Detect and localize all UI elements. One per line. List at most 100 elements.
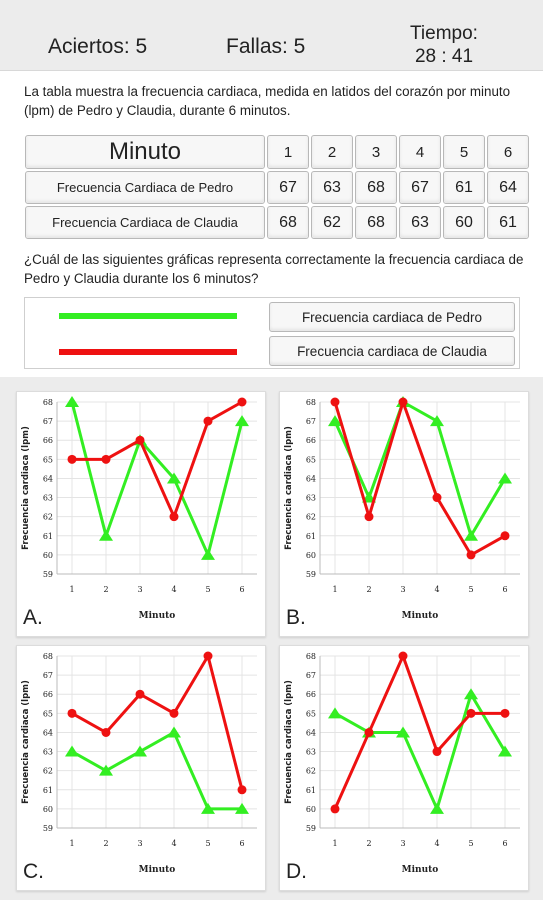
value-cell: 64 [487,171,529,204]
option-b-card[interactable]: 59 60 61 62 63 64 65 66 67 68 1 2 3 4 5 6 Minuto Frecuenc… [279,391,529,637]
y-axis-label: Frecuencia cardiaca (lpm) [284,426,294,550]
data-point [430,415,444,427]
y-axis-label: Frecuencia cardiaca (lpm) [21,680,31,804]
data-point [203,651,213,661]
y-tick-label: 62 [43,767,53,776]
series-line [333,654,505,810]
value-cell: 67 [399,171,441,204]
x-tick-label: 2 [103,585,108,594]
value-cell: 61 [443,171,485,204]
option-letter: D. [286,860,307,883]
series-line [70,401,244,557]
x-tick-label: 1 [332,585,337,594]
x-tick-label: 4 [171,585,176,594]
y-tick-label: 66 [306,436,316,445]
x-tick-label: 1 [69,585,74,594]
y-tick-label: 67 [306,417,316,426]
value-cell: 63 [399,206,441,239]
y-tick-label: 65 [43,455,53,464]
x-tick-label: 1 [332,839,337,848]
value-cell: 67 [267,171,309,204]
x-tick-label: 5 [468,585,473,594]
data-point [169,512,179,522]
option-c-card[interactable]: 59 60 61 62 63 64 65 66 67 68 1 2 3 4 5 6 Minuto Frecuenc… [16,645,266,891]
data-point [167,472,181,484]
value-cell: 60 [443,206,485,239]
table-row-claudia: Frecuencia Cardiaca de Claudia 68 62 68 … [25,206,529,239]
data-point [330,397,340,407]
y-tick-label: 59 [43,570,53,579]
y-tick-label: 60 [43,805,53,814]
y-tick-label: 61 [43,532,53,541]
data-point [235,802,249,814]
pedro-legend-label: Frecuencia cardiaca de Pedro [269,302,515,332]
data-point [328,707,342,719]
minute-header: Minuto [25,135,265,169]
x-axis-label: Minuto [139,865,176,875]
pedro-line-swatch [59,313,237,319]
data-point [101,727,111,737]
data-point [498,472,512,484]
y-tick-label: 64 [43,728,53,737]
intro-text: La tabla muestra la frecuencia cardiaca,… [24,84,511,118]
claudia-line-swatch [59,349,237,355]
data-point [101,454,111,464]
x-tick-label: 4 [434,839,439,848]
y-tick-label: 60 [306,805,316,814]
x-tick-label: 3 [137,839,142,848]
y-tick-label: 67 [43,417,53,426]
x-tick-label: 3 [137,585,142,594]
y-tick-label: 63 [306,494,316,503]
y-tick-label: 67 [306,671,316,680]
option-d-card[interactable]: 59 60 61 62 63 64 65 66 67 68 1 2 3 4 5 6 Minuto Frecuenc… [279,645,529,891]
data-point [135,435,145,445]
value-cell: 68 [355,171,397,204]
y-tick-label: 61 [306,786,316,795]
timer: Tiempo: 28 : 41 [398,22,490,68]
value-cell: 62 [311,206,353,239]
value-cell: 61 [487,206,529,239]
timer-value: 28 : 41 [414,46,474,67]
series-line [71,730,242,811]
value-cell: 68 [267,206,309,239]
y-axis-label: Frecuencia cardiaca (lpm) [284,680,294,804]
data-point [65,745,79,757]
y-tick-label: 64 [306,728,316,737]
row-label-claudia: Frecuencia Cardiaca de Claudia [25,206,265,239]
data-point [133,745,147,757]
x-tick-label: 4 [171,839,176,848]
y-tick-label: 68 [43,652,53,661]
series-line [72,400,243,519]
data-point [466,550,476,560]
data-point [65,396,79,407]
y-tick-label: 63 [43,748,53,757]
y-axis-label: Frecuencia cardiaca (lpm) [21,426,31,550]
y-tick-label: 65 [306,455,316,464]
y-tick-label: 59 [306,570,316,579]
y-tick-label: 64 [306,474,316,483]
data-point [396,726,410,738]
question-text: ¿Cuál de las siguientes gráficas represe… [24,252,524,286]
x-tick-label: 6 [239,585,244,594]
correct-count: Aciertos: 5 [48,35,148,58]
y-tick-label: 62 [306,767,316,776]
value-cell: 68 [355,206,397,239]
x-tick-label: 1 [69,839,74,848]
x-axis-label: Minuto [402,611,439,621]
data-point [432,493,442,503]
data-point [235,415,249,427]
option-a-card[interactable]: 59 60 61 62 63 64 65 66 67 68 1 2 3 4 5 6 Minuto Frecuenc… [16,391,266,637]
y-tick-label: 68 [43,398,53,407]
minute-cell: 4 [399,135,441,169]
option-a-chart: 59 60 61 62 63 64 65 66 67 68 1 2 3 4 5 6 Minuto Frecuenc… [21,396,257,621]
data-point [398,397,408,407]
claudia-legend-label: Frecuencia cardiaca de Claudia [269,336,515,366]
legend-box: Frecuencia cardiaca de Pedro Frecuencia … [24,297,520,369]
data-point [430,802,444,814]
data-point [464,529,478,541]
minute-cell: 6 [487,135,529,169]
timer-label: Tiempo: [410,23,478,44]
minute-cell: 5 [443,135,485,169]
y-tick-label: 62 [43,513,53,522]
x-tick-label: 6 [502,585,507,594]
